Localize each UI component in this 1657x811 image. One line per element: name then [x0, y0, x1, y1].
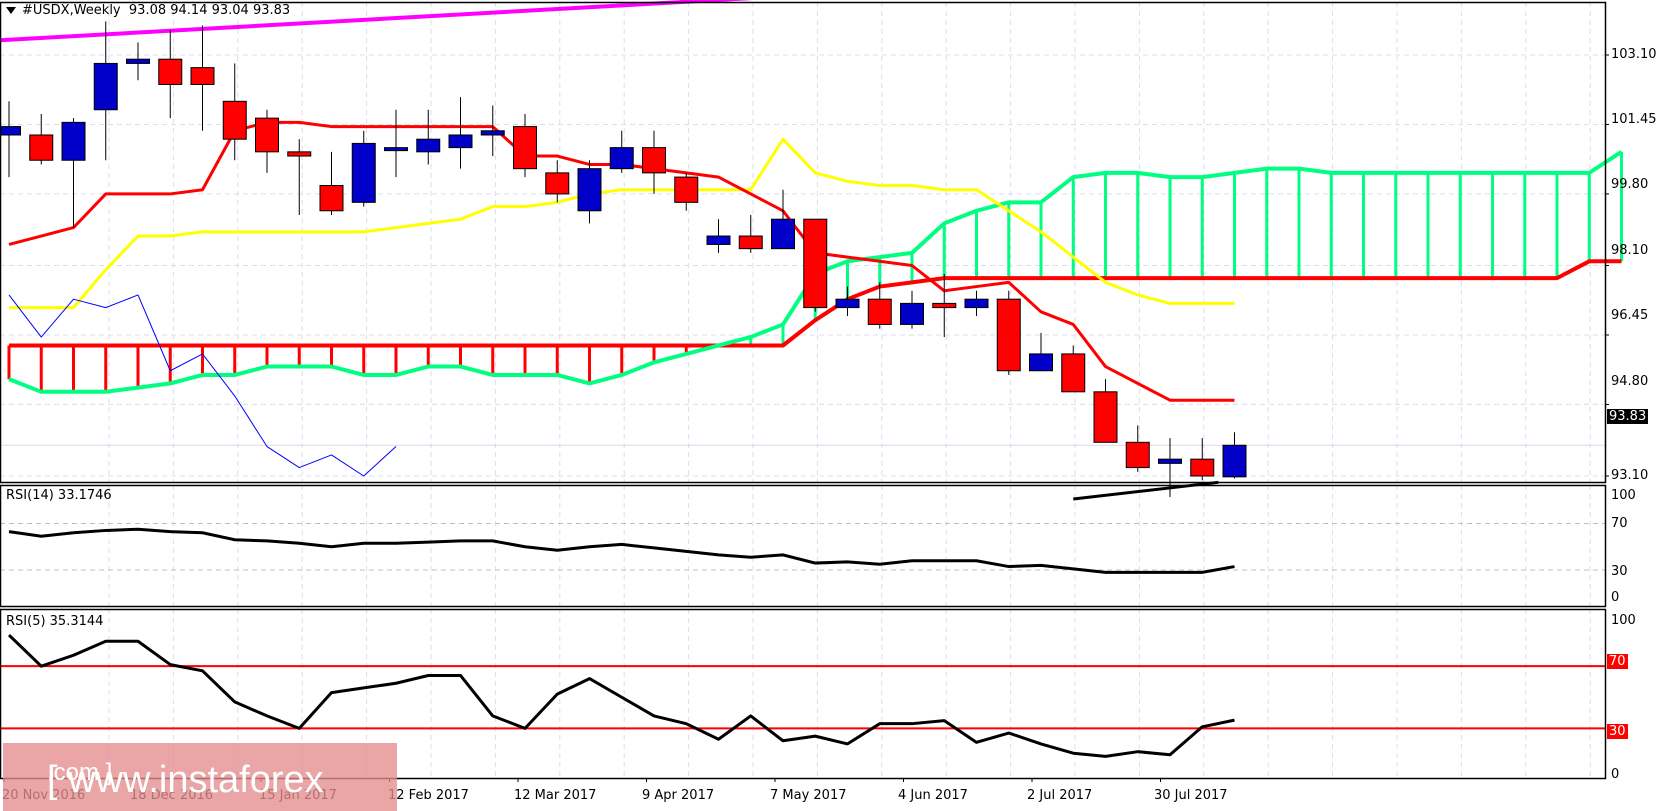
rsi14-tick: 0 [1611, 590, 1620, 605]
dropdown-triangle-icon[interactable] [6, 7, 16, 14]
price-tick: 96.45 [1611, 308, 1649, 323]
price-tick: 103.10 [1611, 47, 1657, 62]
candlesticks [0, 21, 1247, 498]
symbol-label: #USDX,Weekly [22, 3, 121, 18]
rsi14-tick: 70 [1611, 516, 1628, 531]
price-tick: 93.10 [1611, 468, 1649, 483]
rsi5-tick: 0 [1611, 767, 1620, 782]
rsi14-tick: 100 [1611, 488, 1636, 503]
watermark-text: [ www.instaforex [47, 759, 324, 801]
indicator-lines [0, 0, 1235, 501]
date-label: 9 Apr 2017 [642, 788, 715, 803]
rsi5-level-30-tag: 30 [1607, 724, 1628, 739]
rsi14-label: RSI(14) 33.1746 [6, 488, 112, 503]
rsi5-level-70-tag: 70 [1607, 654, 1628, 669]
rsi14-tick: 30 [1611, 564, 1628, 579]
price-tick: 94.80 [1611, 374, 1649, 389]
price-tick: 98.10 [1611, 243, 1649, 258]
rsi5-tick: 100 [1611, 613, 1636, 628]
ohlc-values: 93.08 94.14 93.04 93.83 [128, 3, 291, 18]
date-label: 4 Jun 2017 [898, 788, 968, 803]
grid-lines [0, 2, 1605, 778]
date-label: 7 May 2017 [770, 788, 847, 803]
chart-title: #USDX,Weekly 93.08 94.14 93.04 93.83 [6, 3, 290, 18]
panel-frames [0, 1, 1609, 782]
date-label: 12 Mar 2017 [514, 788, 597, 803]
price-tick: 101.45 [1611, 112, 1657, 127]
price-tick: 99.80 [1611, 177, 1649, 192]
watermark-suffix: .com ] [47, 759, 113, 786]
date-label: 12 Feb 2017 [388, 788, 469, 803]
date-label: 30 Jul 2017 [1154, 788, 1228, 803]
current-price-tag: 93.83 [1607, 409, 1649, 424]
rsi5-label: RSI(5) 35.3144 [6, 614, 104, 629]
date-label: 2 Jul 2017 [1027, 788, 1093, 803]
instaforex-watermark: [ www.instaforex .com ] [3, 743, 397, 811]
rsi-lines [0, 527, 1605, 758]
